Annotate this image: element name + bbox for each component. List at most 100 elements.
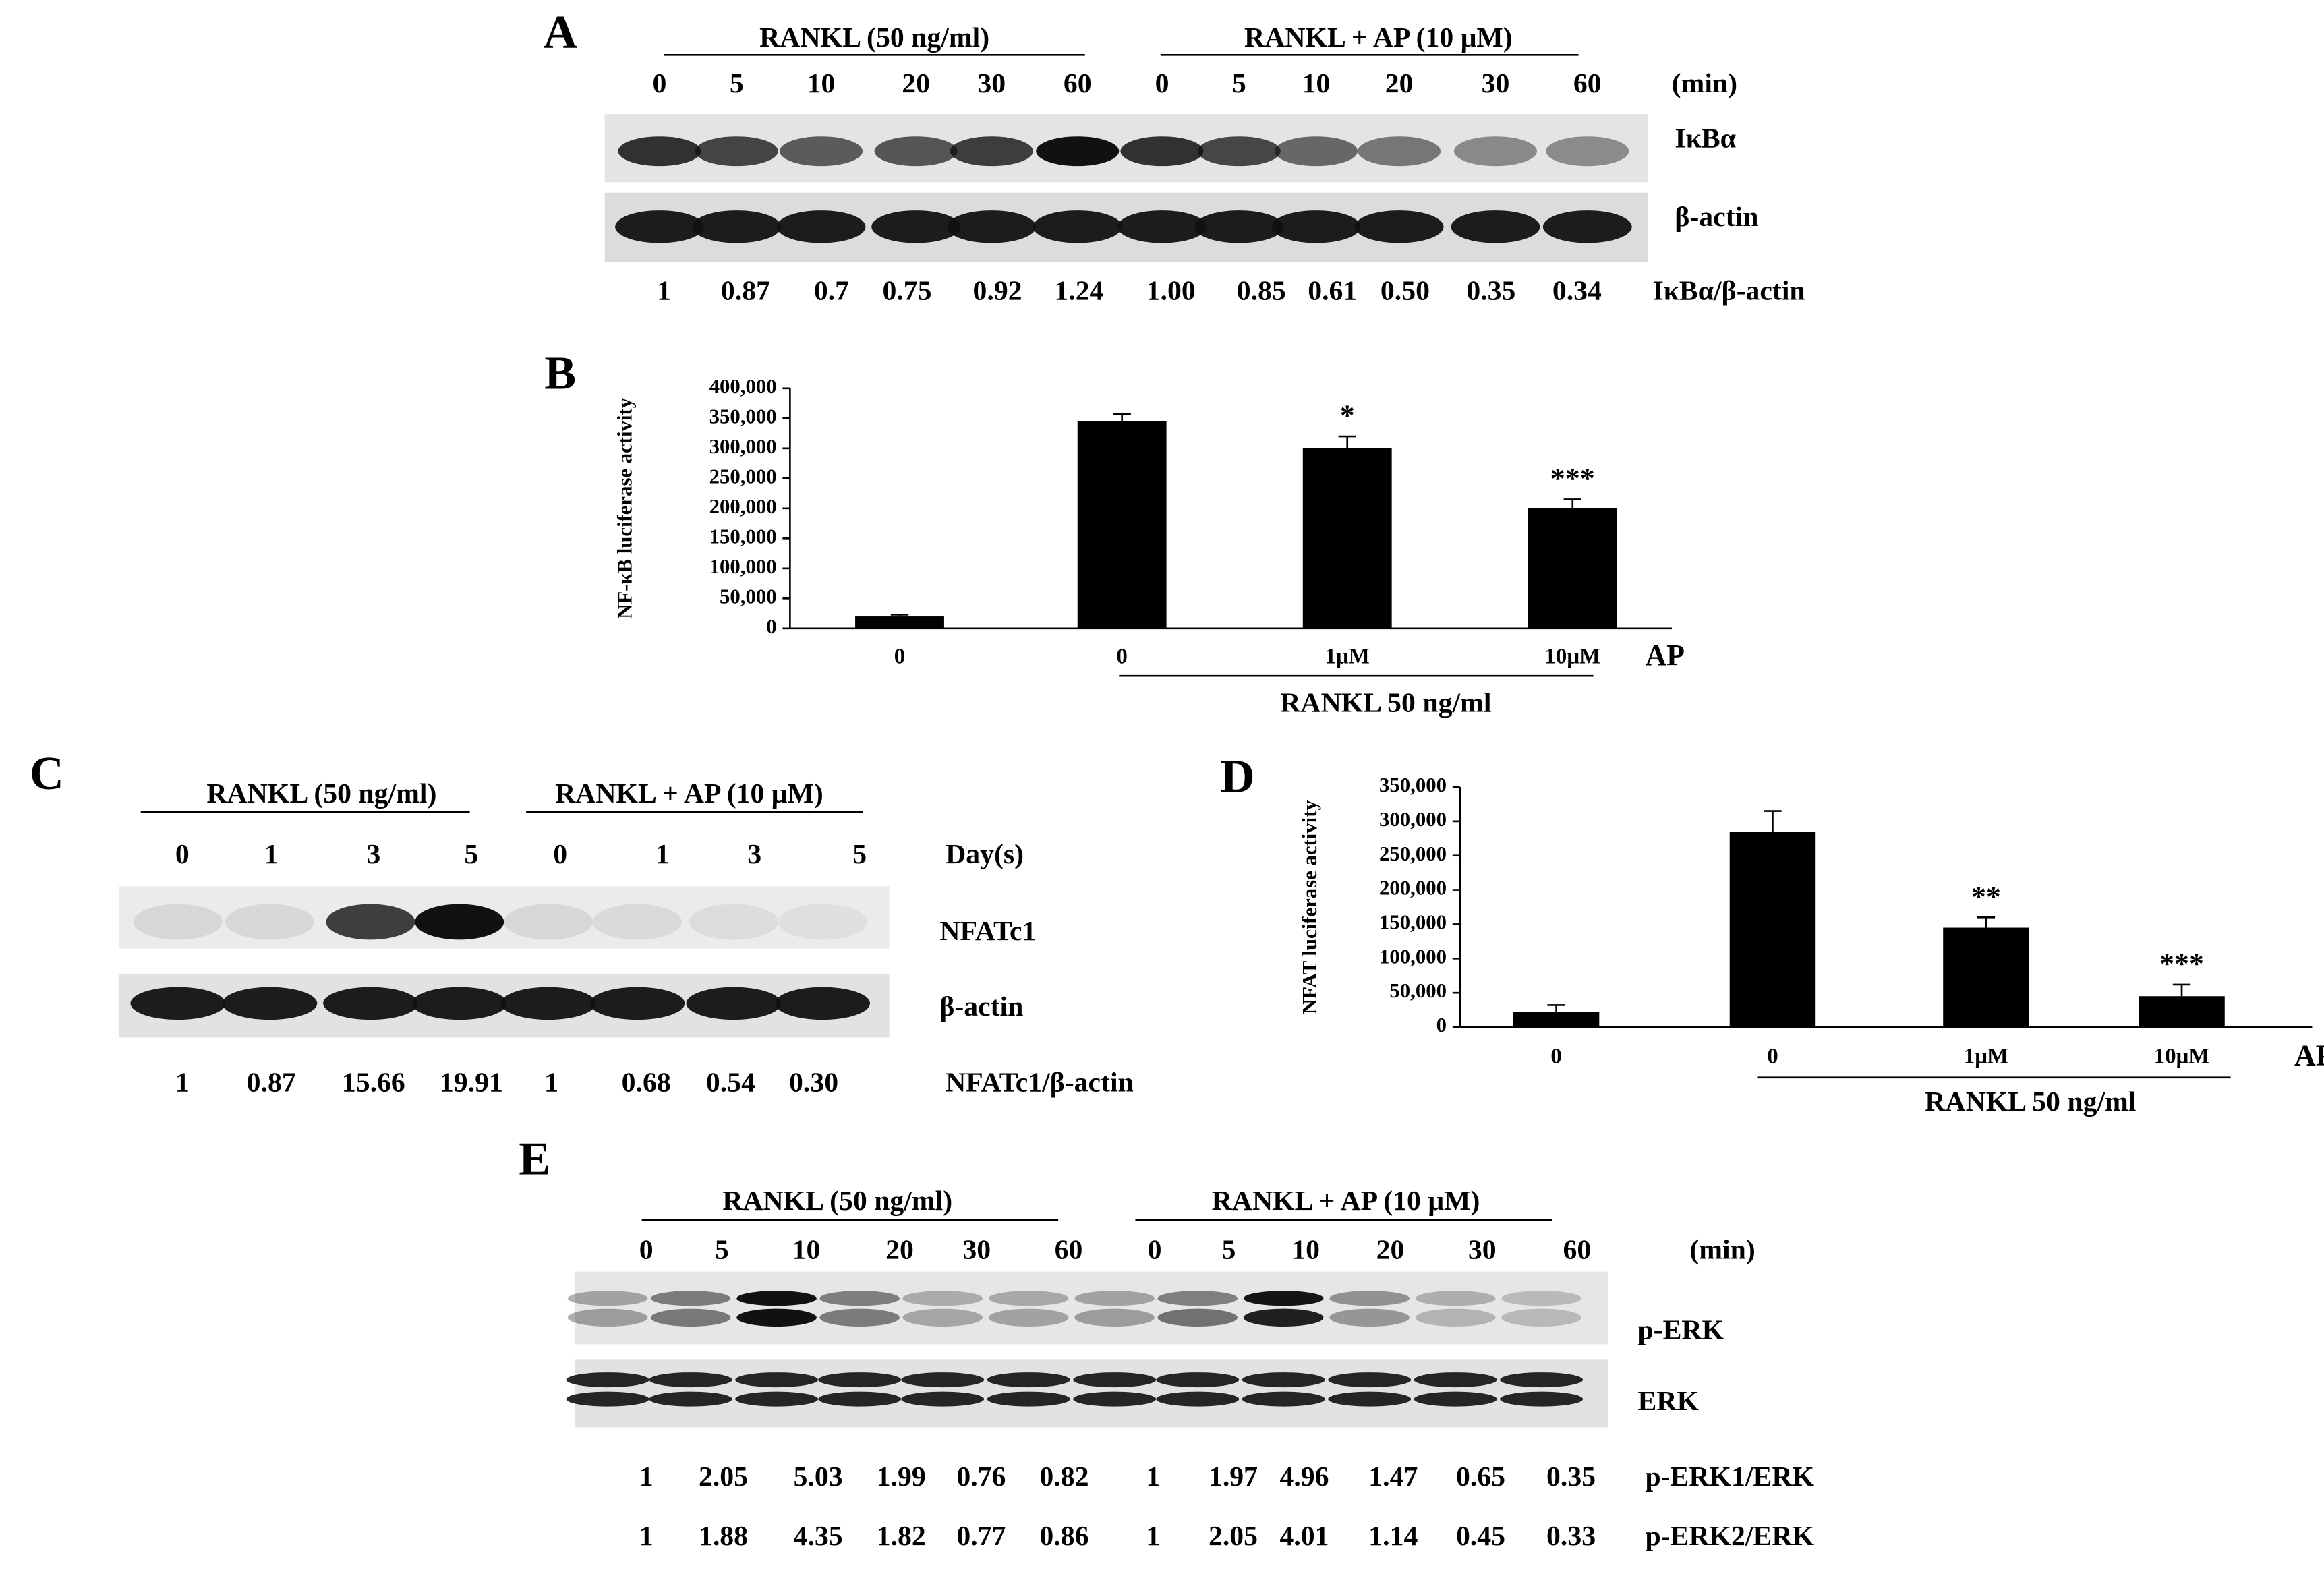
ratio-label: NFATc1/β-actin xyxy=(946,1067,1134,1098)
blot-band xyxy=(1157,1308,1238,1327)
ratio-value: 0.35 xyxy=(1546,1461,1596,1492)
blot-band xyxy=(1243,1291,1324,1306)
ratio-value: 0.82 xyxy=(1039,1461,1088,1492)
blot-band xyxy=(649,1391,732,1407)
y-tick-label: 0 xyxy=(1436,1014,1447,1037)
panel-label: A xyxy=(543,6,577,59)
blot-band xyxy=(1242,1372,1325,1388)
blot-band xyxy=(593,904,682,940)
blot-band xyxy=(1036,136,1120,167)
blot-band xyxy=(130,987,226,1020)
x-tick-label: 0 xyxy=(1767,1045,1778,1069)
y-tick-label: 250,000 xyxy=(709,465,777,488)
y-tick-label: 150,000 xyxy=(1379,911,1447,934)
blot-band xyxy=(735,1391,819,1407)
ratio-value: 0.54 xyxy=(706,1067,755,1098)
lane-label: 20 xyxy=(1385,68,1414,99)
blot-band xyxy=(225,904,314,940)
group-label: RANKL (50 ng/ml) xyxy=(759,22,989,53)
lane-label: 0 xyxy=(1148,1235,1162,1266)
ratio-value: 0.87 xyxy=(247,1067,296,1098)
x-tick-label: 0 xyxy=(1550,1045,1561,1069)
blot-band xyxy=(871,210,961,243)
ratio-value: 15.66 xyxy=(342,1067,405,1098)
blot-band xyxy=(567,1291,648,1306)
lane-label: 60 xyxy=(1573,68,1602,99)
blot-band xyxy=(566,1391,649,1407)
blot-band xyxy=(819,1308,900,1327)
blot-band xyxy=(775,987,871,1020)
blot-band xyxy=(650,1291,731,1306)
y-tick-label: 200,000 xyxy=(709,495,777,518)
y-tick-label: 250,000 xyxy=(1379,842,1447,865)
x-tick-label: 1μM xyxy=(1325,644,1370,668)
lane-label: 5 xyxy=(715,1235,729,1266)
significance-mark: *** xyxy=(2159,948,2204,981)
ratio-value: 4.35 xyxy=(794,1521,843,1552)
blot-band xyxy=(778,904,867,940)
lane-label: 5 xyxy=(730,68,744,99)
ratio-value: 0.85 xyxy=(1237,276,1286,307)
y-axis-label: NF-κB luciferase activity xyxy=(614,397,637,619)
blot-band xyxy=(1500,1391,1584,1407)
bar xyxy=(1302,448,1392,629)
blot-band xyxy=(618,136,701,167)
lane-label: 0 xyxy=(1155,68,1169,99)
blot-band xyxy=(222,987,318,1020)
ratio-value: 0.65 xyxy=(1456,1461,1505,1492)
bar xyxy=(2139,996,2225,1028)
significance-mark: ** xyxy=(1971,880,2001,913)
ratio-value: 0.34 xyxy=(1552,276,1602,307)
ratio-value: 0.33 xyxy=(1546,1521,1596,1552)
bar xyxy=(1513,1012,1600,1028)
blot-band xyxy=(1117,210,1207,243)
x-tick-label: 0 xyxy=(894,644,905,668)
blot-band xyxy=(1120,136,1204,167)
blot-band xyxy=(1242,1391,1325,1407)
group-label: RANKL (50 ng/ml) xyxy=(206,778,436,809)
ratio-value: 1 xyxy=(1146,1461,1160,1492)
group-label: RANKL 50 ng/ml xyxy=(1280,688,1491,719)
blot-band xyxy=(1329,1291,1410,1306)
blot-band xyxy=(988,1291,1069,1306)
ratio-value: 0.68 xyxy=(622,1067,671,1098)
blot-membrane xyxy=(575,1271,1608,1345)
ratio-label: IκBα/β-actin xyxy=(1652,276,1805,307)
blot-band xyxy=(133,904,223,940)
group-label: RANKL + AP (10 μM) xyxy=(555,778,823,809)
y-tick-label: 100,000 xyxy=(1379,945,1447,968)
blot-band xyxy=(1414,1391,1497,1407)
blot-band xyxy=(1197,136,1281,167)
blot-membrane xyxy=(118,886,890,949)
y-tick-label: 300,000 xyxy=(1379,808,1447,831)
blot-band xyxy=(776,210,866,243)
lane-label: 0 xyxy=(175,839,190,870)
y-tick-label: 0 xyxy=(766,615,776,638)
blot-label: NFATc1 xyxy=(939,916,1036,947)
y-tick-label: 400,000 xyxy=(709,375,777,398)
blot-label: β-actin xyxy=(939,991,1023,1022)
ratio-value: 0.75 xyxy=(882,276,931,307)
ratio-value: 0.87 xyxy=(721,276,770,307)
ratio-label: p-ERK1/ERK xyxy=(1645,1461,1814,1492)
x-tick-label: 10μM xyxy=(1544,644,1600,668)
blot-band xyxy=(649,1372,732,1388)
lane-label: 30 xyxy=(1468,1235,1497,1266)
lane-label: 30 xyxy=(977,68,1006,99)
x-tick-label: 0 xyxy=(1116,644,1127,668)
ratio-value: 1 xyxy=(544,1067,558,1098)
ratio-value: 0.77 xyxy=(956,1521,1006,1552)
blot-band xyxy=(902,1308,983,1327)
bar xyxy=(1943,927,2029,1028)
blot-band xyxy=(1501,1308,1581,1327)
lane-label: 20 xyxy=(885,1235,914,1266)
ratio-value: 1 xyxy=(657,276,671,307)
ratio-value: 5.03 xyxy=(794,1461,843,1492)
blot-band xyxy=(1415,1291,1496,1306)
y-tick-label: 350,000 xyxy=(1379,774,1447,796)
lane-label: 60 xyxy=(1055,1235,1083,1266)
blot-band xyxy=(1328,1372,1412,1388)
lane-label: 0 xyxy=(653,68,667,99)
blot-band xyxy=(1157,1291,1238,1306)
